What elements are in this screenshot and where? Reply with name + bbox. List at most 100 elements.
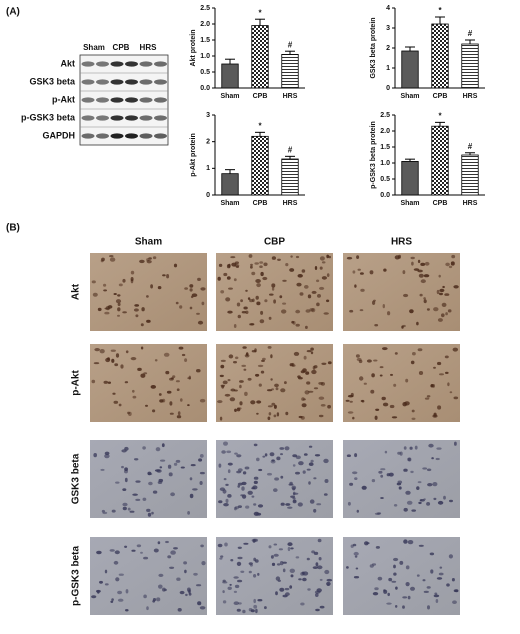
cell-nucleus: [319, 266, 323, 270]
error-bar: [225, 58, 235, 64]
micrograph-background: [343, 537, 460, 615]
cell-nucleus: [253, 503, 257, 506]
x-tick-label: HRS: [463, 93, 478, 100]
cell-nucleus: [117, 314, 120, 317]
cell-nucleus: [262, 276, 268, 281]
cell-nucleus: [315, 593, 319, 597]
cell-nucleus: [274, 383, 279, 388]
cell-nucleus: [234, 506, 239, 510]
cell-nucleus: [143, 372, 148, 375]
cell-nucleus: [99, 349, 105, 354]
cell-nucleus: [245, 505, 250, 509]
cell-nucleus: [273, 404, 277, 409]
cell-nucleus: [410, 256, 415, 260]
cell-nucleus: [143, 594, 147, 599]
cell-nucleus: [409, 446, 413, 450]
x-tick-label: HRS: [283, 93, 298, 100]
cell-nucleus: [395, 586, 398, 590]
blot-band: [110, 133, 124, 139]
cell-nucleus: [167, 464, 172, 469]
cell-nucleus: [295, 255, 300, 259]
cell-nucleus: [279, 587, 285, 592]
error-bar: [435, 121, 445, 127]
cell-nucleus: [217, 276, 221, 281]
cell-nucleus: [250, 265, 253, 269]
cell-nucleus: [285, 263, 289, 267]
micrograph: [343, 440, 460, 518]
cell-nucleus: [253, 511, 260, 516]
cell-nucleus: [310, 459, 314, 463]
cell-nucleus: [279, 295, 283, 299]
significance-marker: #: [288, 40, 293, 49]
cell-nucleus: [199, 471, 205, 475]
cell-nucleus: [290, 547, 294, 550]
bar: [431, 125, 449, 196]
error-bar: [435, 16, 445, 24]
cell-nucleus: [346, 566, 349, 569]
cell-nucleus: [326, 299, 330, 303]
cell-nucleus: [375, 408, 380, 411]
blot-band: [96, 115, 109, 121]
cell-nucleus: [245, 310, 249, 314]
blot-band: [81, 97, 95, 103]
cell-nucleus: [150, 385, 156, 389]
cell-nucleus: [275, 591, 278, 596]
cell-nucleus: [359, 309, 364, 312]
cell-nucleus: [262, 455, 266, 458]
y-tick-label: 1.0: [200, 53, 210, 60]
cell-nucleus: [311, 369, 317, 375]
cell-nucleus: [249, 323, 254, 326]
significance-marker: *: [438, 111, 442, 120]
significance-marker: #: [468, 29, 473, 38]
cell-nucleus: [346, 454, 351, 458]
error-bar: [465, 39, 475, 44]
cell-nucleus: [305, 309, 311, 313]
cell-nucleus: [176, 415, 182, 419]
cell-nucleus: [260, 310, 264, 315]
cell-nucleus: [375, 546, 380, 549]
cell-nucleus: [292, 464, 296, 467]
cell-nucleus: [264, 453, 268, 457]
cell-nucleus: [248, 254, 253, 258]
x-tick-label: Sham: [220, 93, 239, 100]
cell-nucleus: [166, 274, 170, 279]
cell-nucleus: [271, 283, 276, 288]
cell-nucleus: [442, 285, 445, 289]
cell-nucleus: [161, 443, 165, 448]
cell-nucleus: [268, 412, 272, 416]
cell-nucleus: [168, 472, 173, 477]
cell-nucleus: [426, 308, 430, 311]
cell-nucleus: [287, 542, 293, 547]
cell-nucleus: [285, 411, 289, 416]
micrograph: [216, 440, 333, 518]
cell-nucleus: [424, 397, 430, 400]
cell-nucleus: [179, 590, 185, 595]
cell-nucleus: [374, 415, 378, 420]
y-axis-label: p-GSK3 beta protein: [370, 121, 377, 189]
micrograph: [343, 537, 460, 615]
cell-nucleus: [273, 299, 276, 304]
cell-nucleus: [273, 414, 277, 418]
cell-nucleus: [317, 294, 321, 298]
cell-nucleus: [196, 584, 202, 587]
cell-nucleus: [403, 293, 409, 298]
cell-nucleus: [403, 468, 408, 472]
cell-nucleus: [223, 478, 227, 481]
cell-nucleus: [219, 557, 223, 560]
y-axis-label: GSK3 beta protein: [370, 17, 377, 78]
cell-nucleus: [243, 368, 247, 371]
cell-nucleus: [122, 488, 127, 491]
micrograph-row-label: p-GSK3 beta: [71, 546, 82, 606]
cell-nucleus: [295, 455, 301, 460]
cell-nucleus: [257, 599, 263, 602]
cell-nucleus: [169, 401, 173, 406]
cell-nucleus: [297, 375, 301, 379]
cell-nucleus: [292, 491, 296, 496]
cell-nucleus: [377, 512, 382, 515]
cell-nucleus: [109, 257, 116, 262]
cell-nucleus: [280, 453, 283, 456]
cell-nucleus: [426, 395, 431, 398]
cell-nucleus: [349, 482, 354, 486]
cell-nucleus: [383, 589, 388, 594]
cell-nucleus: [445, 312, 448, 316]
